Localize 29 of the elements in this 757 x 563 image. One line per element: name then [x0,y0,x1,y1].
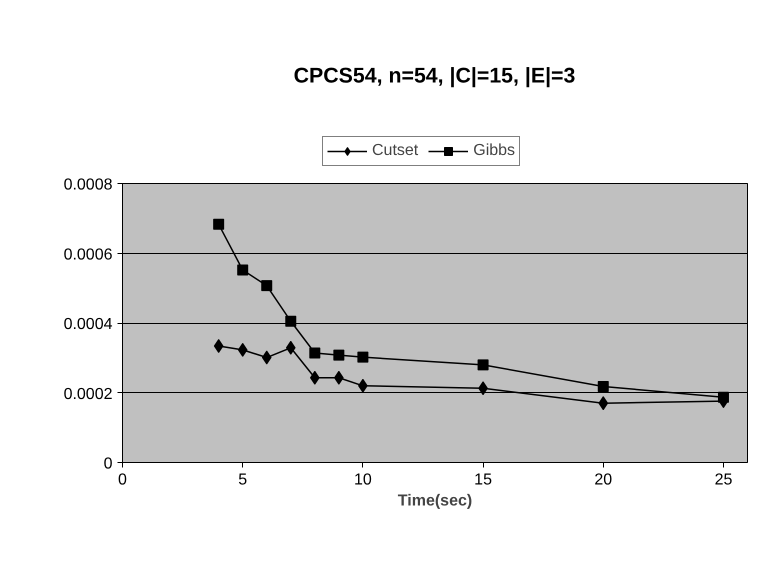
x-tick-label: 0 [118,472,128,488]
point [213,218,224,230]
point [286,340,296,355]
legend-label: Gibbs [473,142,516,160]
x-tick-label: 10 [354,472,372,488]
x-tick-label: 15 [474,472,492,488]
chart-title: CPCS54, n=54, |C|=15, |E|=3 [294,64,576,88]
point [237,264,248,276]
x-tick-label: 25 [714,472,732,488]
point [238,342,248,357]
point [333,350,344,361]
point [598,380,609,392]
y-tick-label: 0.0004 [64,316,113,333]
point [478,359,489,370]
point [261,280,272,292]
x-tick-label: 20 [594,472,612,488]
point [309,347,320,358]
point [310,370,320,385]
x-tick-label: 5 [238,472,248,488]
point [357,352,368,363]
y-tick-label: 0.0006 [64,246,113,264]
y-tick-label: 0.0008 [64,176,113,194]
point [285,316,296,327]
point [262,350,272,365]
legend-label: Cutset [372,142,418,160]
point [598,396,608,410]
y-tick-label: 0.0002 [64,386,113,403]
x-axis-title: Time(sec) [398,492,472,510]
y-tick-label: 0 [104,456,113,472]
